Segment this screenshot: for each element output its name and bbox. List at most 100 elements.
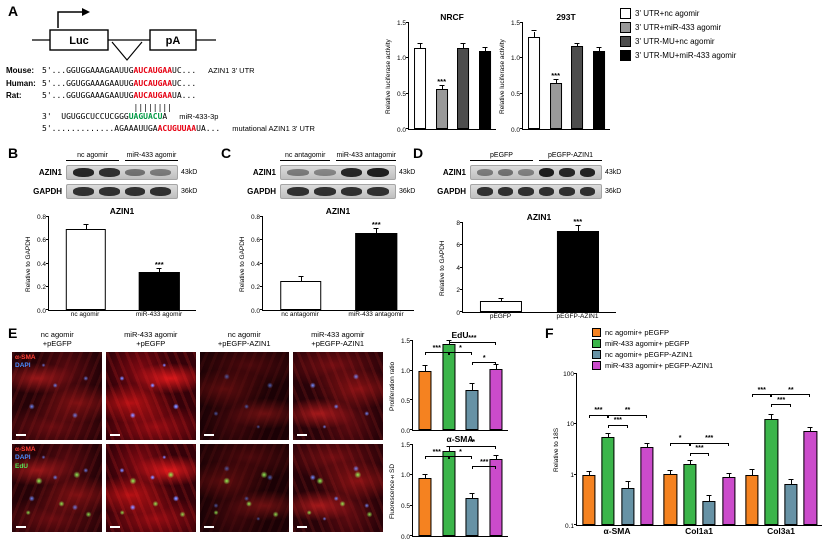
significance-bracket: * (472, 355, 497, 365)
bracket-stars: *** (432, 344, 441, 352)
blot-strip (470, 184, 602, 199)
error-bar (300, 277, 302, 281)
bar-slot (461, 341, 485, 430)
error-bar-cap (493, 363, 499, 365)
y-tick-label: 0.0 (396, 126, 406, 134)
chart-main: Relative to GAPDH 0 2 4 6 8 *** (438, 217, 617, 317)
plot-area: *** (406, 22, 496, 130)
legend-swatch (592, 328, 601, 337)
error-bar (689, 460, 691, 464)
bar-slot (263, 217, 339, 310)
x-axis-labels: nc agomir miR-433 agomir (48, 311, 196, 322)
y-tick-mark (406, 57, 409, 59)
y-tick-mark (260, 262, 263, 264)
bars-area: *** (463, 217, 617, 312)
protein-band (367, 168, 389, 177)
y-tick-label: 0.0 (36, 307, 46, 315)
legend-swatch (620, 36, 631, 47)
significance-bracket: *** (689, 435, 729, 446)
x-axis-label: miR-433 agomir (135, 311, 183, 318)
sequence-row: Human: 5'...GGUGGAAAGAAUUG AUCAUGAA UC... (6, 79, 351, 92)
bar-slot (49, 217, 123, 310)
bar (465, 498, 479, 536)
plot-area: *** (460, 217, 617, 313)
error-bar (85, 225, 87, 229)
bars-area: *** (523, 23, 610, 129)
protein-band (313, 187, 336, 196)
blot-strip (470, 165, 602, 180)
significance-bracket: ** (448, 439, 497, 449)
bar-slot: *** (339, 217, 415, 310)
y-tick-mark (410, 429, 413, 430)
legend-item: 3' UTR-MU+miR-433 agomir (620, 50, 736, 61)
micrograph-image (199, 352, 290, 440)
bracket-stars: *** (777, 396, 786, 404)
error-bar-cap (687, 459, 693, 461)
bracket-stars: ** (624, 407, 631, 415)
category-label: Col3a1 (767, 526, 795, 536)
bars-area: *** ** *** * *** *** *** ** *** (577, 374, 822, 525)
error-bar-cap (422, 473, 428, 475)
bar-slot (588, 23, 610, 129)
species-label: Mouse: (6, 66, 34, 75)
bar-slot (523, 23, 545, 129)
y-tick-mark (46, 285, 49, 287)
y-tick-mark (460, 244, 463, 246)
panel-label-c: C (221, 145, 232, 161)
scale-bar (16, 434, 26, 436)
bar-slot (463, 223, 540, 312)
y-tick-mark (406, 92, 409, 94)
header-line: +pEGFP (42, 339, 72, 349)
protein-band (287, 187, 309, 196)
y-tick-label: 4 (456, 264, 460, 272)
bar-slot (742, 374, 761, 525)
protein-band (497, 187, 513, 196)
header-line: miR-433 agomir (311, 330, 365, 339)
western-blot-b: nc agomir miR-433 agomir AZIN1 43kD GAPDH 36k… (26, 152, 206, 199)
error-bar-cap (156, 268, 162, 270)
blot-protein-label: AZIN1 (252, 168, 276, 177)
plot-area: *** (46, 216, 196, 311)
y-tick-label: 1.5 (400, 337, 410, 345)
bar-slot: *** (540, 217, 617, 312)
y-tick-mark (574, 423, 577, 425)
y-tick-label: 0.5 (400, 397, 410, 405)
panel-label-f: F (545, 325, 554, 341)
pipes-text: |||||||| (133, 102, 173, 112)
error-bar (419, 44, 421, 48)
significance-bracket: *** (588, 407, 609, 418)
y-tick-mark (520, 57, 523, 59)
bar-slot (661, 374, 680, 525)
sequence-post: UA... (196, 124, 221, 133)
bars-area: *** (49, 217, 196, 310)
bar (582, 474, 596, 525)
western-blot-c: nc antagomir miR-433 antagomir AZIN1 43kD GA… (240, 152, 424, 199)
error-bar (501, 299, 503, 301)
y-tick-label: 1.5 (400, 441, 410, 449)
protein-band (367, 187, 389, 196)
sequence-post: UC... (172, 66, 197, 75)
protein-band (73, 187, 94, 196)
y-tick-mark (574, 473, 577, 475)
protein-band (150, 187, 171, 196)
y-tick-mark (410, 340, 413, 341)
scale-bar (109, 434, 120, 436)
error-bar-cap (625, 481, 631, 483)
micrograph-column-header: miR-433 agomir +pEGFP (106, 330, 197, 349)
y-tick-label: 0.4 (36, 260, 46, 268)
significance-bracket: *** (752, 387, 772, 398)
blot-row: AZIN1 43kD (26, 165, 206, 180)
y-axis: 0.0 0.2 0.4 0.6 0.8 (247, 214, 262, 315)
error-bar-cap (422, 364, 428, 366)
bar (571, 46, 584, 129)
blot-protein-label: AZIN1 (442, 168, 466, 177)
error-bar-cap (469, 382, 475, 384)
bracket-stars: *** (480, 458, 489, 466)
blot-group-labels: pEGFP pEGFP-AZIN1 (470, 152, 602, 161)
y-axis-label: Proliferation ratio (389, 361, 396, 411)
bar-slot (719, 374, 738, 525)
significance-stars: *** (371, 219, 381, 229)
bar (480, 300, 523, 312)
error-bar (728, 473, 730, 477)
error-bar-cap (469, 492, 475, 494)
